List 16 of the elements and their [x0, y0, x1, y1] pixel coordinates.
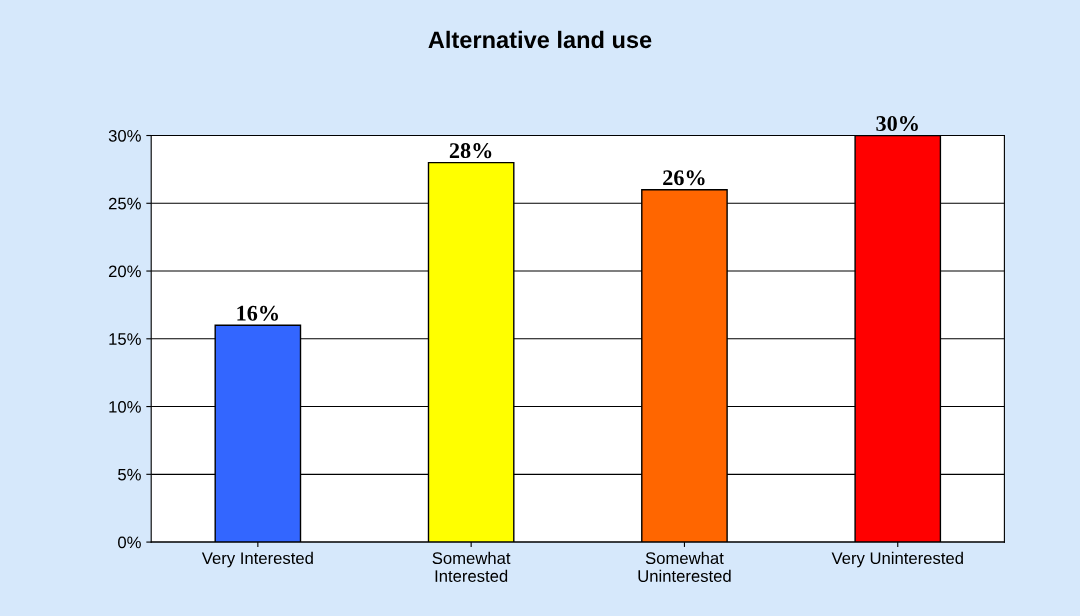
x-tick-label: Somewhat Uninterested	[638, 551, 731, 582]
x-tick-label: Somewhat Interested	[432, 551, 511, 582]
y-tick-label: 5%	[118, 468, 141, 481]
y-tick-label: 15%	[109, 333, 141, 345]
y-tick-label: 0%	[118, 536, 141, 549]
data-label: 26%	[663, 170, 705, 186]
y-tick-label: 10%	[109, 400, 141, 413]
y-tick-label: 30%	[108, 129, 141, 142]
data-label: 16%	[237, 305, 278, 321]
chart-title: Alternative land use	[428, 30, 652, 49]
data-label: 28%	[449, 143, 492, 159]
x-tick-label: Very Uninterested	[831, 551, 963, 568]
y-tick-label: 25%	[108, 197, 141, 210]
x-tick-label: Very Interested	[201, 551, 313, 568]
data-label: 30%	[876, 116, 918, 132]
y-tick-label: 20%	[108, 265, 141, 278]
